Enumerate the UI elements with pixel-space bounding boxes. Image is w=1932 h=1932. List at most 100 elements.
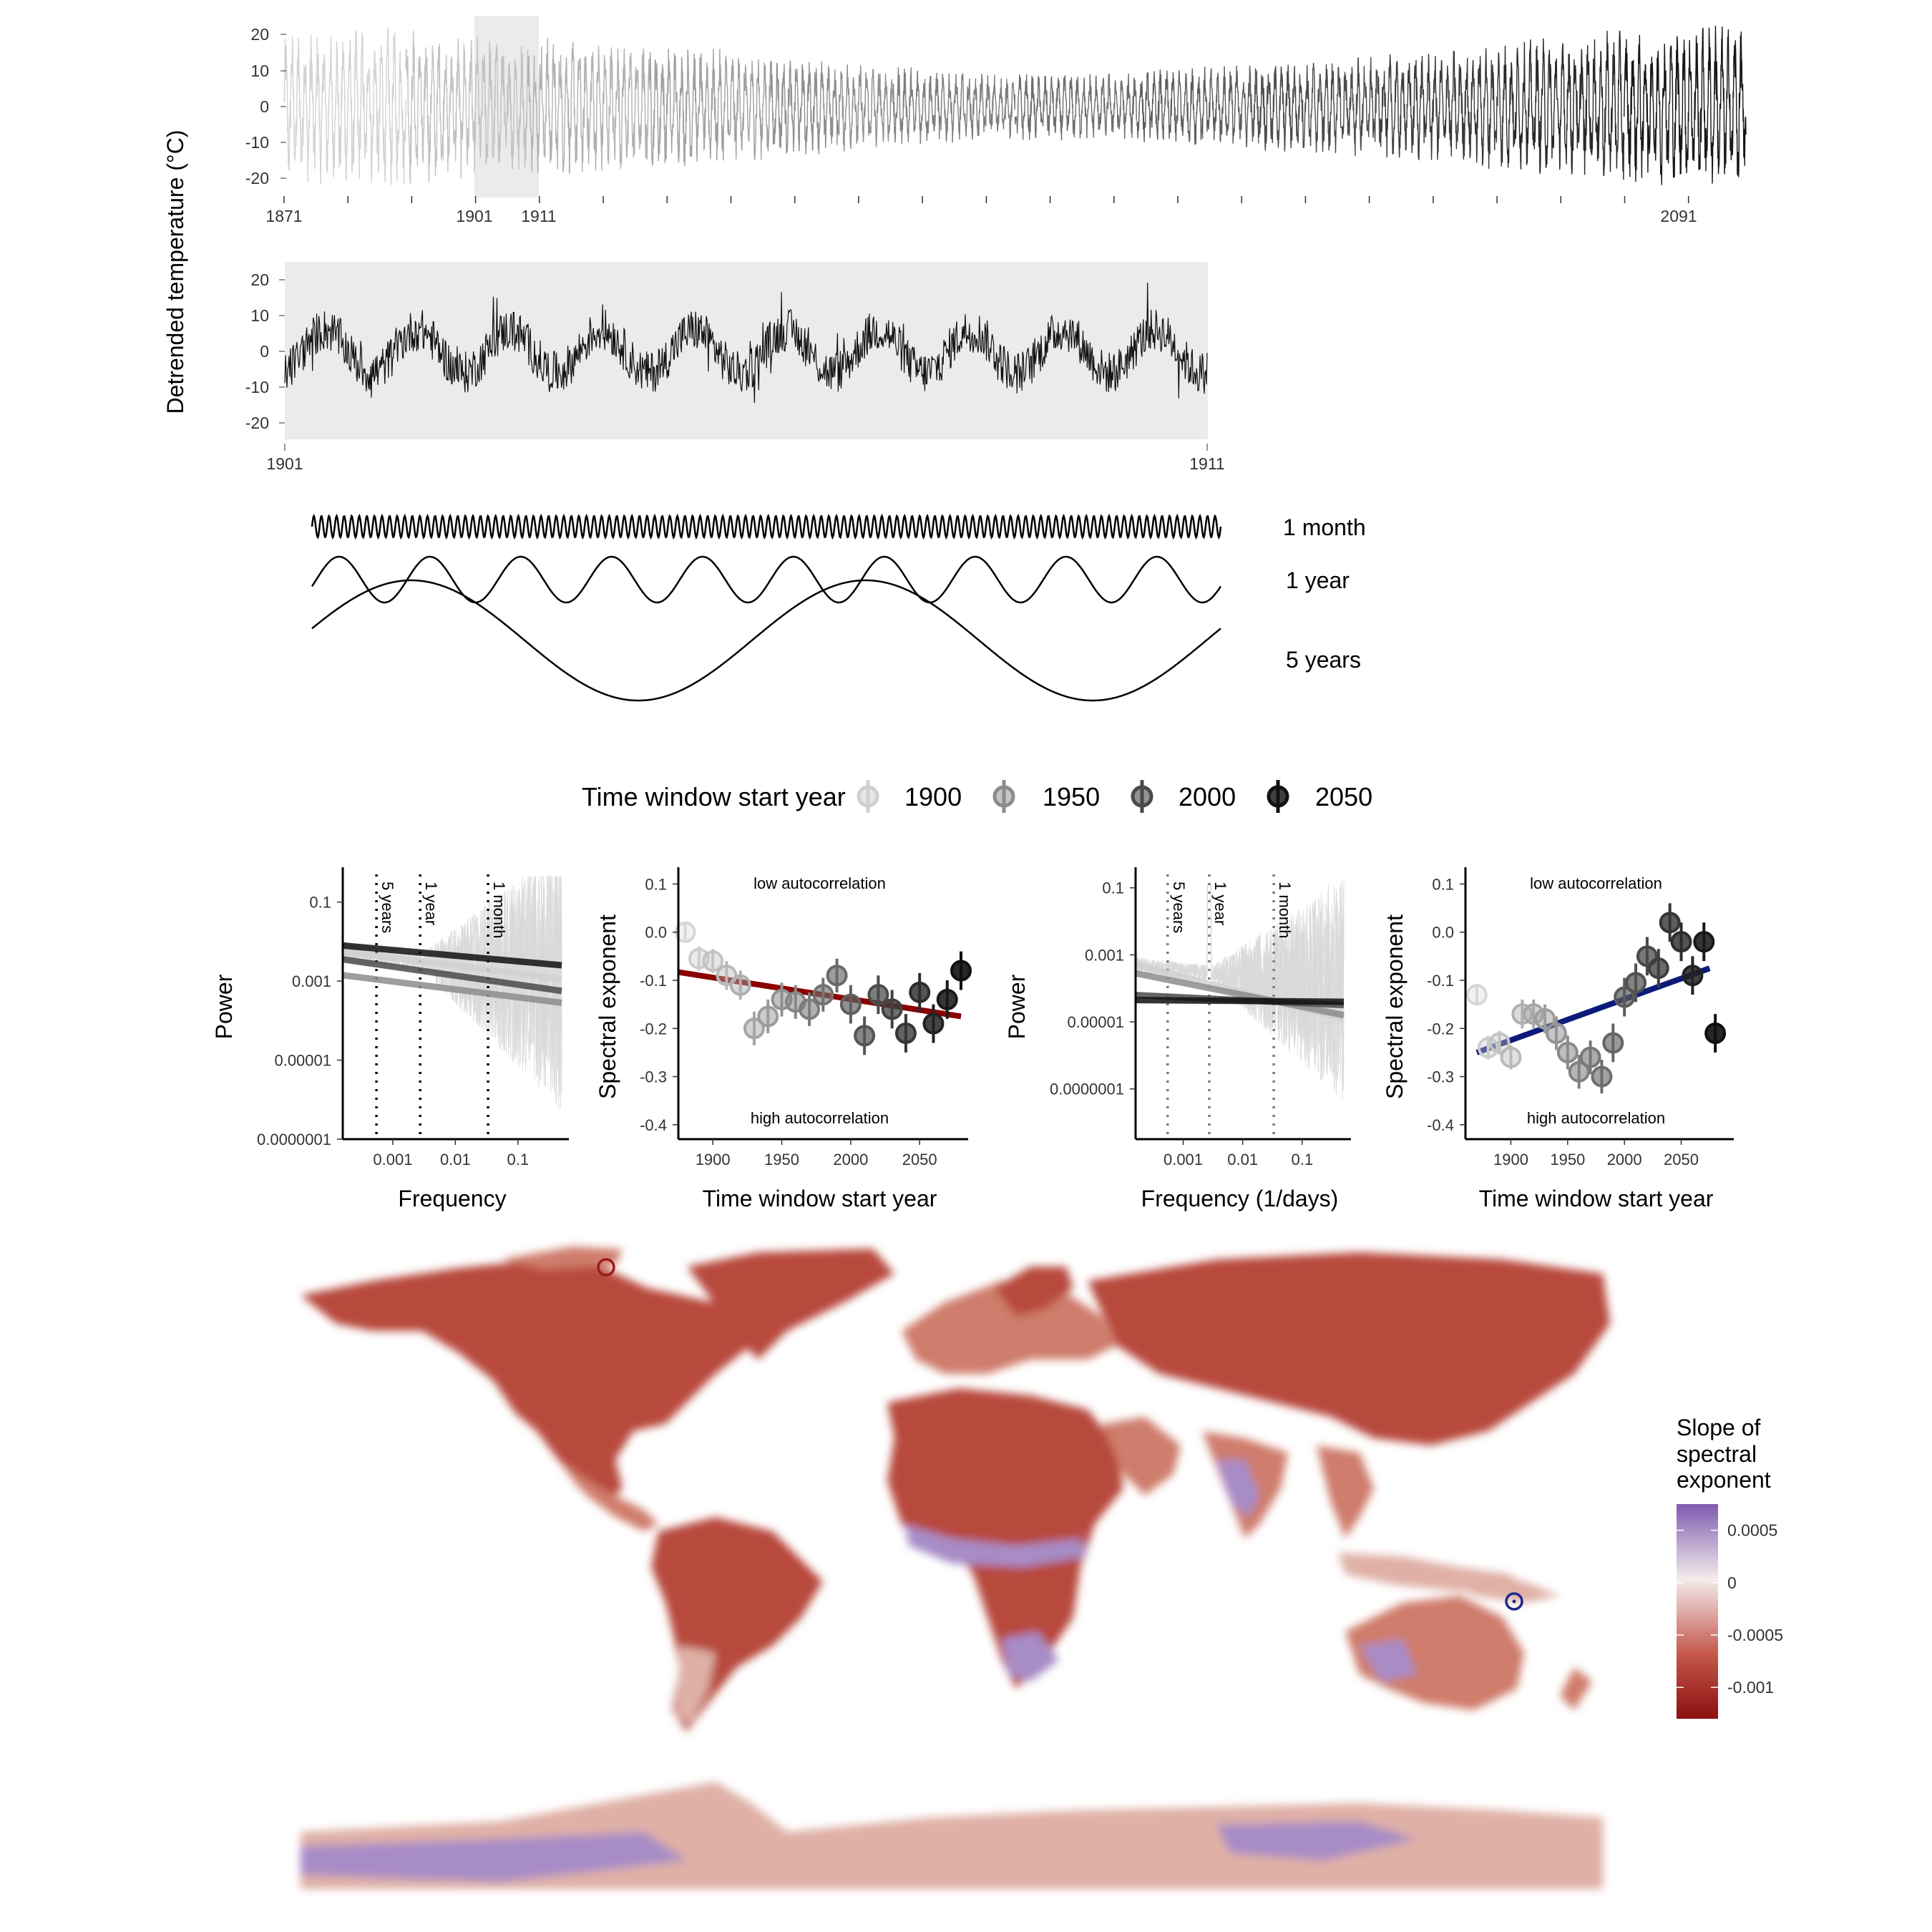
- x-tick-label: 1900: [1493, 1151, 1528, 1169]
- colorbar-legend: Slope of spectral exponent 0.0005 0 -0.000…: [1677, 1415, 1783, 1719]
- data-point: [1568, 1060, 1590, 1083]
- legend-item-1900: 1900: [857, 780, 962, 813]
- data-point: [1704, 1023, 1727, 1044]
- land-region: [651, 1517, 823, 1732]
- land-region: [1360, 1639, 1417, 1682]
- land-region: [1102, 1417, 1181, 1496]
- x-axis-title: Frequency (1/days): [1141, 1186, 1339, 1211]
- top-series-segment: [1258, 57, 1381, 156]
- marker-red-circle: [597, 1258, 615, 1277]
- x-tick-label: 0.1: [1292, 1151, 1314, 1169]
- x-tick-label: 0.1: [507, 1151, 530, 1169]
- data-point: [839, 993, 862, 1015]
- land-region: [887, 1388, 1123, 1689]
- x-tick-label: 0.001: [373, 1151, 412, 1169]
- wave-5-years: [311, 579, 1221, 702]
- timeseries-ylabel: Detrended temperature (°C): [162, 130, 188, 414]
- legend-label: 1950: [1043, 782, 1100, 811]
- top-ytick: 0: [260, 97, 269, 116]
- legend-title: Time window start year: [582, 782, 846, 811]
- top-xtick-label: 2091: [1660, 207, 1697, 225]
- data-point: [1614, 986, 1636, 1008]
- data-point: [936, 988, 958, 1010]
- data-point: [1682, 965, 1704, 987]
- data-point: [922, 1013, 945, 1035]
- legend-label: 2000: [1179, 782, 1236, 811]
- data-point: [1625, 972, 1647, 994]
- y-tick-label: 0.1: [309, 894, 331, 912]
- land-region: [1317, 1445, 1374, 1538]
- data-point: [1602, 1032, 1624, 1054]
- land-region: [687, 1249, 894, 1360]
- data-point: [1659, 912, 1681, 934]
- zoom-ytick: 20: [250, 270, 269, 289]
- guide-label: 1 month: [1276, 882, 1294, 939]
- fit-line-1950: [342, 972, 562, 1006]
- y-tick-label: 0.1: [1102, 879, 1124, 897]
- power-spectrum-left: 5 years 1 year 1 month 0.001 0.01 0.1 0.1 0.001…: [211, 867, 569, 1211]
- x-tick-label: 1950: [1550, 1151, 1585, 1169]
- fit-line-2050: [1135, 997, 1345, 1005]
- guide-label: 5 years: [1170, 882, 1188, 933]
- top-highlight-band: [474, 16, 539, 197]
- data-point: [743, 1018, 765, 1040]
- y-tick-label: -0.2: [640, 1020, 667, 1038]
- y-tick-label: -0.1: [1427, 972, 1454, 990]
- map-land: [301, 1246, 1610, 1889]
- zoom-ytick: 10: [250, 306, 269, 325]
- top-series-segment: [527, 38, 650, 175]
- colorbar-title-line: exponent: [1677, 1467, 1771, 1493]
- colorbar-tick-label: 0.0005: [1727, 1521, 1777, 1540]
- top-series-segment: [1380, 48, 1503, 169]
- data-point: [1556, 1041, 1579, 1063]
- y-tick-label: -0.2: [1427, 1020, 1454, 1038]
- land-region: [1345, 1596, 1524, 1710]
- top-ytick: -10: [245, 133, 269, 152]
- x-tick-label: 0.001: [1163, 1151, 1203, 1169]
- data-point: [702, 950, 724, 972]
- y-tick-label: 0.0000001: [1050, 1080, 1124, 1098]
- x-tick-label: 0.01: [440, 1151, 471, 1169]
- wave-label-1-month: 1 month: [1283, 514, 1366, 540]
- land-region: [1002, 1631, 1059, 1682]
- guide-label: 5 years: [379, 882, 396, 933]
- land-region: [1216, 1460, 1259, 1517]
- top-series-segment: [1136, 65, 1259, 147]
- legend-label: 1900: [904, 782, 962, 811]
- legend-item-2050: 2050: [1267, 780, 1372, 813]
- x-tick-label: 2050: [1664, 1151, 1699, 1169]
- land-region: [558, 1460, 658, 1531]
- data-point: [799, 998, 821, 1020]
- power-spectrum-right: 5 years 1 year 1 month 0.001 0.01 0.1 0.1 0.001…: [1004, 867, 1351, 1211]
- top-series-segment: [1501, 30, 1625, 180]
- y-tick-label: 0.00001: [274, 1052, 331, 1070]
- data-point: [1534, 1008, 1556, 1030]
- top-series-segment: [405, 31, 529, 184]
- zoom-timeseries-panel: 20 10 0 -10 -20 1901 1911: [245, 262, 1225, 473]
- land-region: [995, 1267, 1073, 1317]
- fit-line-2000: [342, 956, 562, 995]
- data-point: [881, 998, 903, 1020]
- land-region: [905, 1524, 1088, 1567]
- data-point: [729, 974, 751, 996]
- top-xtick-label: 1911: [521, 207, 556, 225]
- land-region: [501, 1246, 623, 1269]
- y-tick-label: 0.001: [1085, 946, 1124, 964]
- x-tick-label: 2000: [1607, 1151, 1642, 1169]
- colorbar-tick-label: -0.001: [1727, 1678, 1774, 1697]
- x-axis-title: Time window start year: [703, 1186, 937, 1211]
- colorbar-tick-label: 0: [1727, 1574, 1737, 1592]
- data-point: [1500, 1046, 1522, 1068]
- zoom-ytick: -20: [245, 414, 269, 432]
- guide-label: 1 month: [490, 882, 508, 939]
- y-tick-label: 0.0: [1432, 924, 1454, 942]
- zoom-ytick: 0: [260, 342, 269, 361]
- colorbar: [1677, 1504, 1718, 1719]
- guide-label: 1 year: [422, 882, 440, 925]
- fit-line: [1475, 965, 1711, 1055]
- top-xaxis-ticks: [283, 196, 1689, 203]
- zoom-xtick-label: 1911: [1189, 454, 1224, 473]
- land-region: [1088, 1252, 1610, 1445]
- top-series-segment: [649, 49, 772, 167]
